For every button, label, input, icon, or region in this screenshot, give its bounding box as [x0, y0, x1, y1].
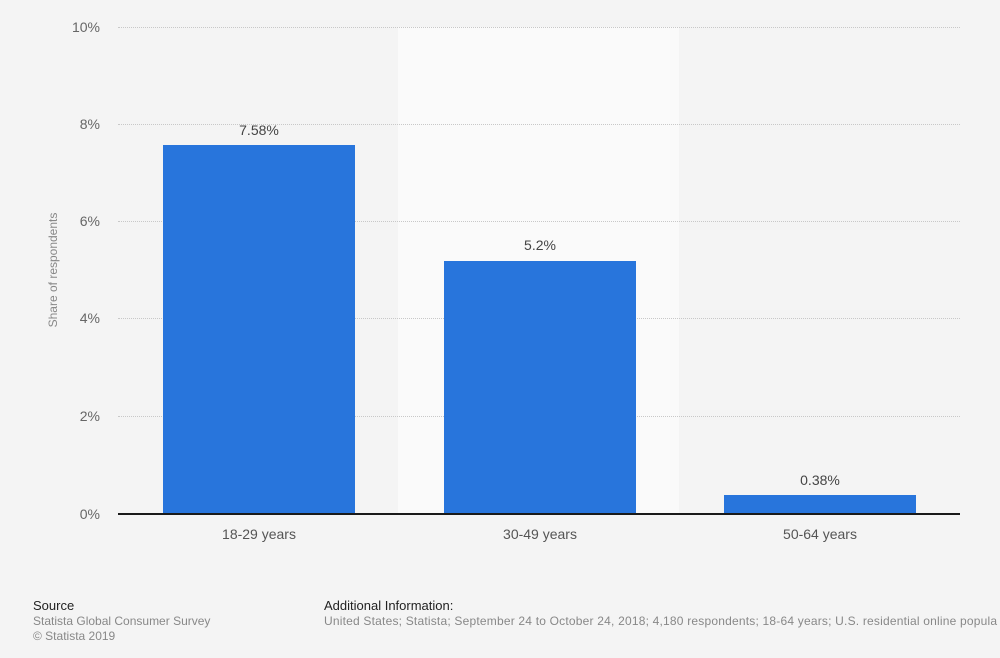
chart-footer: Source Statista Global Consumer Survey ©…	[0, 598, 1000, 658]
x-tick-18-29: 18-29 years	[222, 526, 296, 542]
gridline-6	[118, 221, 960, 222]
additional-info-text: United States; Statista; September 24 to…	[324, 614, 998, 628]
bar-30-49[interactable]	[444, 261, 636, 514]
y-tick-8: 8%	[79, 116, 100, 132]
bar-chart: 10% 8% 6% 4% 2% 0% Share of respondents …	[46, 19, 960, 542]
additional-info-title: Additional Information:	[324, 598, 454, 613]
x-axis-line	[118, 513, 960, 515]
y-tick-2: 2%	[79, 408, 100, 424]
bar-50-64[interactable]	[724, 495, 916, 514]
source-link[interactable]: Statista Global Consumer Survey	[33, 614, 211, 628]
copyright-text: © Statista 2019	[33, 629, 116, 643]
bar-value-label: 5.2%	[524, 237, 556, 253]
y-axis-label: Share of respondents	[46, 212, 60, 328]
source-title: Source	[33, 598, 75, 613]
y-tick-10: 10%	[71, 19, 100, 35]
y-tick-6: 6%	[79, 213, 100, 229]
gridline-10	[118, 27, 960, 28]
x-tick-30-49: 30-49 years	[503, 526, 577, 542]
bar-value-label: 7.58%	[239, 122, 279, 138]
y-tick-4: 4%	[79, 310, 100, 326]
gridline-8	[118, 124, 960, 125]
bar-value-label: 0.38%	[800, 472, 840, 488]
y-tick-0: 0%	[79, 506, 100, 522]
bar-18-29[interactable]	[163, 145, 355, 514]
x-tick-50-64: 50-64 years	[783, 526, 857, 542]
